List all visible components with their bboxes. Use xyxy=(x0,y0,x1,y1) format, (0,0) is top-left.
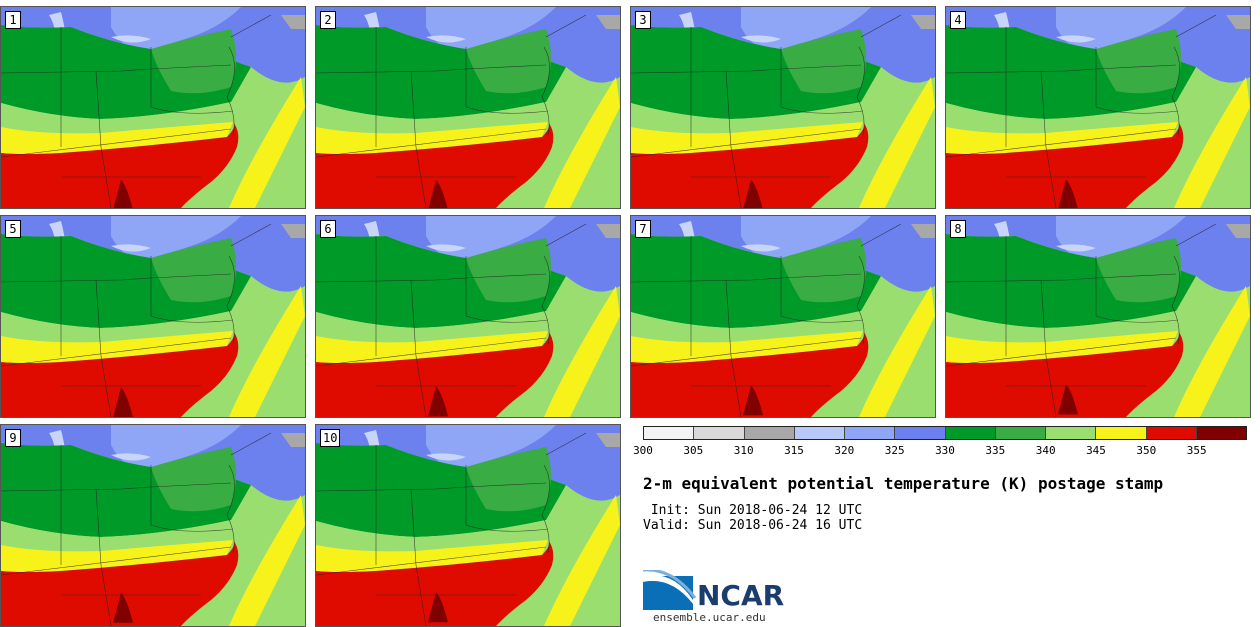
member-number: 5 xyxy=(5,220,21,238)
member-number: 3 xyxy=(635,11,651,29)
map-svg xyxy=(1,425,305,626)
member-number: 10 xyxy=(320,429,341,447)
member-number: 7 xyxy=(635,220,651,238)
init-time: Init: Sun 2018-06-24 12 UTC xyxy=(643,503,863,518)
map-svg xyxy=(316,425,620,626)
colorbar-tick-315: 315 xyxy=(784,444,804,457)
map-svg xyxy=(316,7,620,208)
colorbar-cell-2 xyxy=(744,427,795,439)
map-svg xyxy=(631,7,935,208)
colorbar-tick-350: 350 xyxy=(1136,444,1157,457)
postage-stamp-panel-9: 9 xyxy=(0,424,306,627)
member-number: 9 xyxy=(5,429,21,447)
colorbar-tick-335: 335 xyxy=(985,444,1006,457)
member-number: 1 xyxy=(5,11,21,29)
map-svg xyxy=(1,7,305,208)
colorbar-cell-5 xyxy=(895,427,946,439)
colorbar-cell-6 xyxy=(945,427,996,439)
colorbar-cell-9 xyxy=(1096,427,1147,439)
map-svg xyxy=(946,216,1250,417)
colorbar-tick-355: 355 xyxy=(1186,444,1207,457)
colorbar-tick-305: 305 xyxy=(683,444,704,457)
colorbar-cell-7 xyxy=(995,427,1046,439)
ncar-logo-text: NCAR xyxy=(697,579,785,612)
member-number: 6 xyxy=(320,220,336,238)
postage-stamp-panel-6: 6 xyxy=(315,215,621,418)
postage-stamp-panel-4: 4 xyxy=(945,6,1251,209)
colorbar-tick-310: 310 xyxy=(733,444,754,457)
colorbar-tick-300: 300 xyxy=(633,444,653,457)
colorbar xyxy=(643,426,1247,440)
postage-stamp-panel-1: 1 xyxy=(0,6,306,209)
colorbar-tick-340: 340 xyxy=(1035,444,1056,457)
member-number: 4 xyxy=(950,11,966,29)
logo-url: ensemble.ucar.edu xyxy=(653,611,766,624)
postage-stamp-panel-3: 3 xyxy=(630,6,936,209)
colorbar-cell-4 xyxy=(845,427,896,439)
colorbar-cell-11 xyxy=(1196,427,1246,439)
plot-title: 2-m equivalent potential temperature (K)… xyxy=(643,474,1164,493)
map-svg xyxy=(946,7,1250,208)
postage-stamp-panel-8: 8 xyxy=(945,215,1251,418)
colorbar-cell-10 xyxy=(1146,427,1197,439)
colorbar-tick-320: 320 xyxy=(834,444,855,457)
colorbar-tick-345: 345 xyxy=(1086,444,1106,457)
member-number: 8 xyxy=(950,220,966,238)
colorbar-ticks: 300 305 310 315 320 325 330 335 340 345 350 355 xyxy=(633,444,1247,458)
member-number: 2 xyxy=(320,11,336,29)
postage-stamp-panel-5: 5 xyxy=(0,215,306,418)
colorbar-cell-3 xyxy=(794,427,845,439)
colorbar-tick-330: 330 xyxy=(935,444,955,457)
ncar-logo-icon xyxy=(643,570,697,610)
valid-time: Valid: Sun 2018-06-24 16 UTC xyxy=(643,518,863,533)
colorbar-cell-8 xyxy=(1046,427,1097,439)
postage-stamp-panel-2: 2 xyxy=(315,6,621,209)
map-svg xyxy=(316,216,620,417)
colorbar-cell-0 xyxy=(644,427,695,439)
colorbar-tick-325: 325 xyxy=(884,444,905,457)
map-svg xyxy=(631,216,935,417)
colorbar-cell-1 xyxy=(694,427,745,439)
map-svg xyxy=(1,216,305,417)
postage-stamp-panel-7: 7 xyxy=(630,215,936,418)
postage-stamp-panel-10: 10 xyxy=(315,424,621,627)
